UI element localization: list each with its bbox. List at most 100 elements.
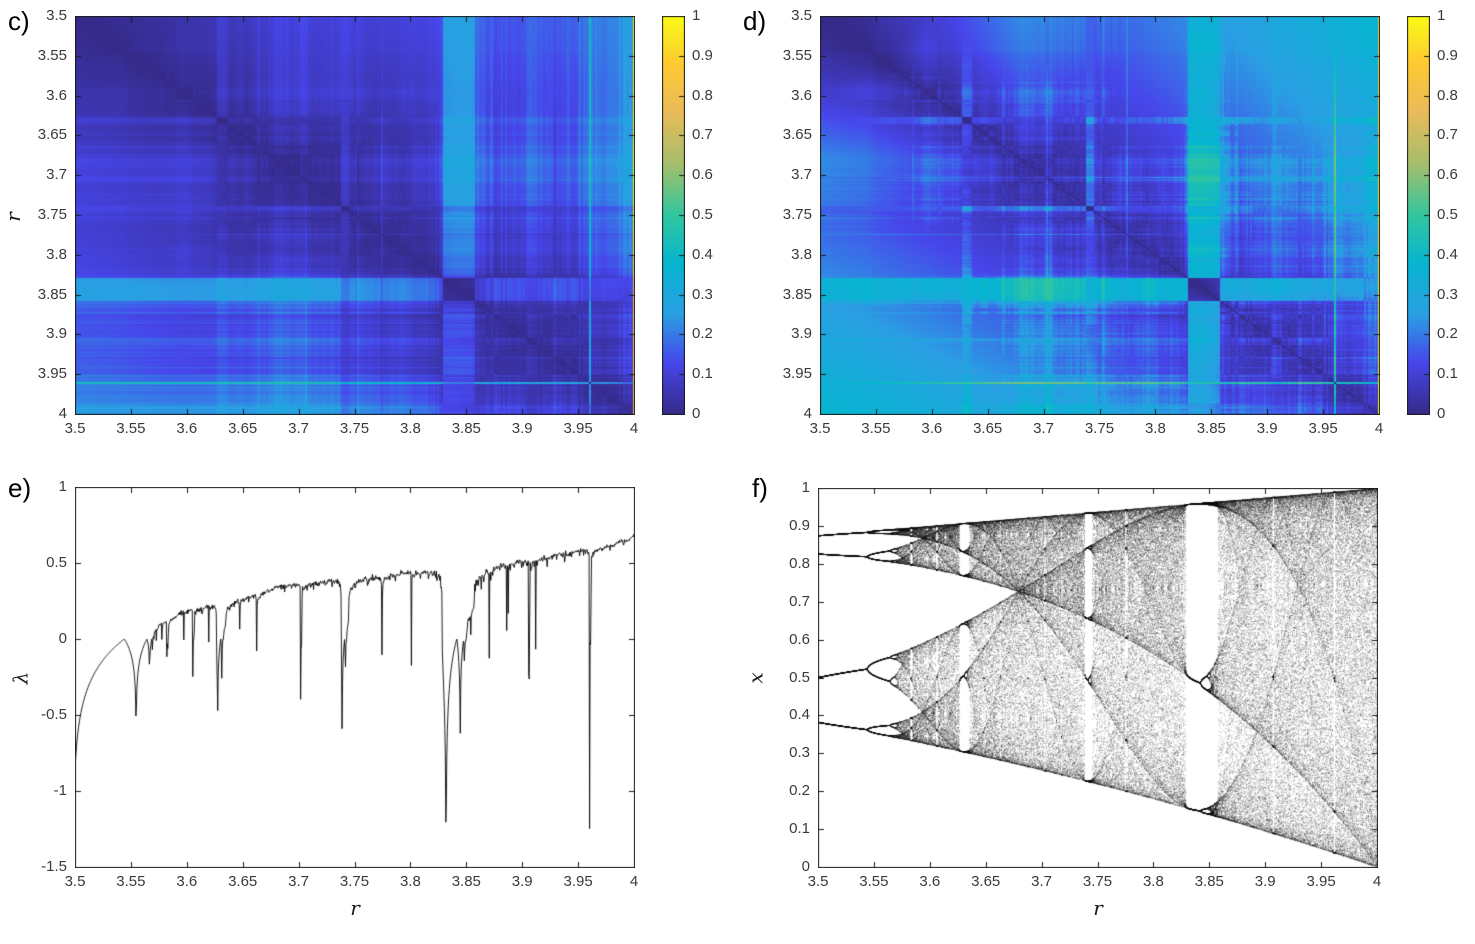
f-y-tick-label: 0.7 <box>789 592 810 610</box>
f-y-tick-label: 0 <box>801 858 810 875</box>
c-x-tick-label: 3.95 <box>563 420 593 437</box>
e-x-tick-label: 3.95 <box>563 873 593 890</box>
d-colorbar-tick-label: 0 <box>1437 405 1446 422</box>
e-y-tick-label: -1.5 <box>41 858 67 875</box>
d-y-tick-label: 4 <box>803 405 812 422</box>
f-x-tick-label: 3.75 <box>1082 873 1113 890</box>
c-y-tick-label: 3.8 <box>46 245 67 263</box>
colorbar-c <box>662 16 685 415</box>
lyapunov-plot-canvas <box>75 487 635 868</box>
panel-f-x-axis-label: r <box>1093 896 1103 920</box>
c-x-tick-label: 3.75 <box>339 420 370 437</box>
f-y-tick-label: 1 <box>801 479 810 496</box>
d-colorbar-tick-label: 0.6 <box>1437 166 1458 184</box>
colorbar-d <box>1407 16 1430 415</box>
c-y-tick-label: 3.65 <box>37 126 67 144</box>
e-y-tick-label: -1 <box>53 782 67 799</box>
c-y-tick-label: 3.5 <box>46 7 67 24</box>
panel-f-letter: f) <box>752 473 768 503</box>
c-y-tick-label: 3.95 <box>37 365 67 383</box>
f-y-tick-label: 0.9 <box>789 516 810 534</box>
d-colorbar-tick-label: 1 <box>1437 7 1446 24</box>
f-x-tick-label: 3.85 <box>1194 873 1224 890</box>
d-colorbar-tick-label: 0.8 <box>1437 86 1458 104</box>
d-x-tick-label: 3.75 <box>1084 420 1115 437</box>
c-y-tick-label: 4 <box>58 405 67 422</box>
d-y-tick-label: 3.5 <box>791 7 812 24</box>
f-x-tick-label: 3.55 <box>859 873 889 890</box>
e-x-tick-label: 4 <box>629 873 639 890</box>
c-y-tick-label: 3.7 <box>46 166 67 184</box>
f-x-tick-label: 3.65 <box>971 873 1001 890</box>
d-x-tick-label: 3.8 <box>1144 420 1166 437</box>
e-x-tick-label: 3.7 <box>288 873 310 890</box>
c-y-tick-label: 3.6 <box>46 86 67 104</box>
c-colorbar-tick-label: 0.6 <box>692 166 713 184</box>
c-colorbar-tick-label: 0.8 <box>692 86 713 104</box>
e-x-tick-label: 3.6 <box>176 873 198 890</box>
c-x-tick-label: 3.7 <box>288 420 310 437</box>
c-x-tick-label: 4 <box>629 420 639 437</box>
d-x-tick-label: 3.55 <box>861 420 891 437</box>
d-x-tick-label: 3.65 <box>973 420 1003 437</box>
f-y-tick-label: 0.2 <box>789 782 810 800</box>
c-x-tick-label: 3.8 <box>399 420 421 437</box>
f-y-tick-label: 0.5 <box>789 668 810 686</box>
f-x-tick-label: 3.6 <box>919 873 941 890</box>
c-colorbar-tick-label: 0.5 <box>692 206 713 223</box>
d-x-tick-label: 3.9 <box>1256 420 1278 437</box>
f-x-tick-label: 4 <box>1372 873 1382 890</box>
c-x-tick-label: 3.9 <box>511 420 533 437</box>
e-x-tick-label: 3.85 <box>451 873 481 890</box>
f-y-tick-label: 0.4 <box>789 706 810 724</box>
c-colorbar-tick-label: 0.3 <box>692 285 713 303</box>
d-y-tick-label: 3.6 <box>791 86 812 104</box>
c-x-tick-label: 3.5 <box>64 420 86 437</box>
heatmap-d-canvas <box>820 16 1380 415</box>
d-x-tick-label: 3.95 <box>1308 420 1338 437</box>
f-y-tick-label: 0.3 <box>789 744 810 762</box>
c-y-tick-label: 3.55 <box>37 46 67 64</box>
f-y-tick-label: 0.6 <box>789 630 810 648</box>
panel-e-letter: e) <box>8 473 32 503</box>
d-y-tick-label: 3.9 <box>791 325 812 343</box>
d-y-tick-label: 3.8 <box>791 245 812 263</box>
e-y-tick-label: -0.5 <box>41 706 67 723</box>
panel-e-x-axis-label: r <box>350 896 360 920</box>
c-colorbar-tick-label: 0 <box>692 405 701 422</box>
f-y-tick-label: 0.8 <box>789 554 810 572</box>
c-colorbar-tick-label: 1 <box>692 7 701 24</box>
panel-c-letter: c) <box>8 6 30 36</box>
c-colorbar-tick-label: 0.9 <box>692 46 713 64</box>
panel-e-y-axis-label: λ <box>8 671 33 685</box>
e-x-tick-label: 3.75 <box>339 873 370 890</box>
panel-d-letter: d) <box>743 6 767 36</box>
d-y-tick-label: 3.75 <box>782 206 812 223</box>
e-y-tick-label: 0 <box>58 630 67 647</box>
e-x-tick-label: 3.55 <box>116 873 146 890</box>
d-y-tick-label: 3.7 <box>791 166 812 184</box>
c-x-tick-label: 3.6 <box>176 420 198 437</box>
e-x-tick-label: 3.8 <box>399 873 421 890</box>
c-y-tick-label: 3.9 <box>46 325 67 343</box>
c-colorbar-tick-label: 0.1 <box>692 365 713 383</box>
f-x-tick-label: 3.95 <box>1306 873 1336 890</box>
d-y-tick-label: 3.95 <box>782 365 812 383</box>
d-x-tick-label: 3.5 <box>809 420 831 437</box>
c-x-tick-label: 3.65 <box>228 420 258 437</box>
d-x-tick-label: 3.85 <box>1196 420 1226 437</box>
e-x-tick-label: 3.5 <box>64 873 86 890</box>
f-x-tick-label: 3.9 <box>1254 873 1276 890</box>
d-colorbar-tick-label: 0.5 <box>1437 206 1458 223</box>
d-y-tick-label: 3.65 <box>782 126 812 144</box>
e-x-tick-label: 3.65 <box>228 873 258 890</box>
c-colorbar-tick-label: 0.2 <box>692 325 713 343</box>
c-x-tick-label: 3.55 <box>116 420 146 437</box>
e-y-tick-label: 0.5 <box>46 554 67 571</box>
d-colorbar-tick-label: 0.4 <box>1437 245 1458 263</box>
d-x-tick-label: 4 <box>1374 420 1384 437</box>
d-x-tick-label: 3.6 <box>921 420 943 437</box>
f-x-tick-label: 3.5 <box>807 873 829 890</box>
f-x-tick-label: 3.8 <box>1142 873 1164 890</box>
c-colorbar-tick-label: 0.4 <box>692 245 713 263</box>
